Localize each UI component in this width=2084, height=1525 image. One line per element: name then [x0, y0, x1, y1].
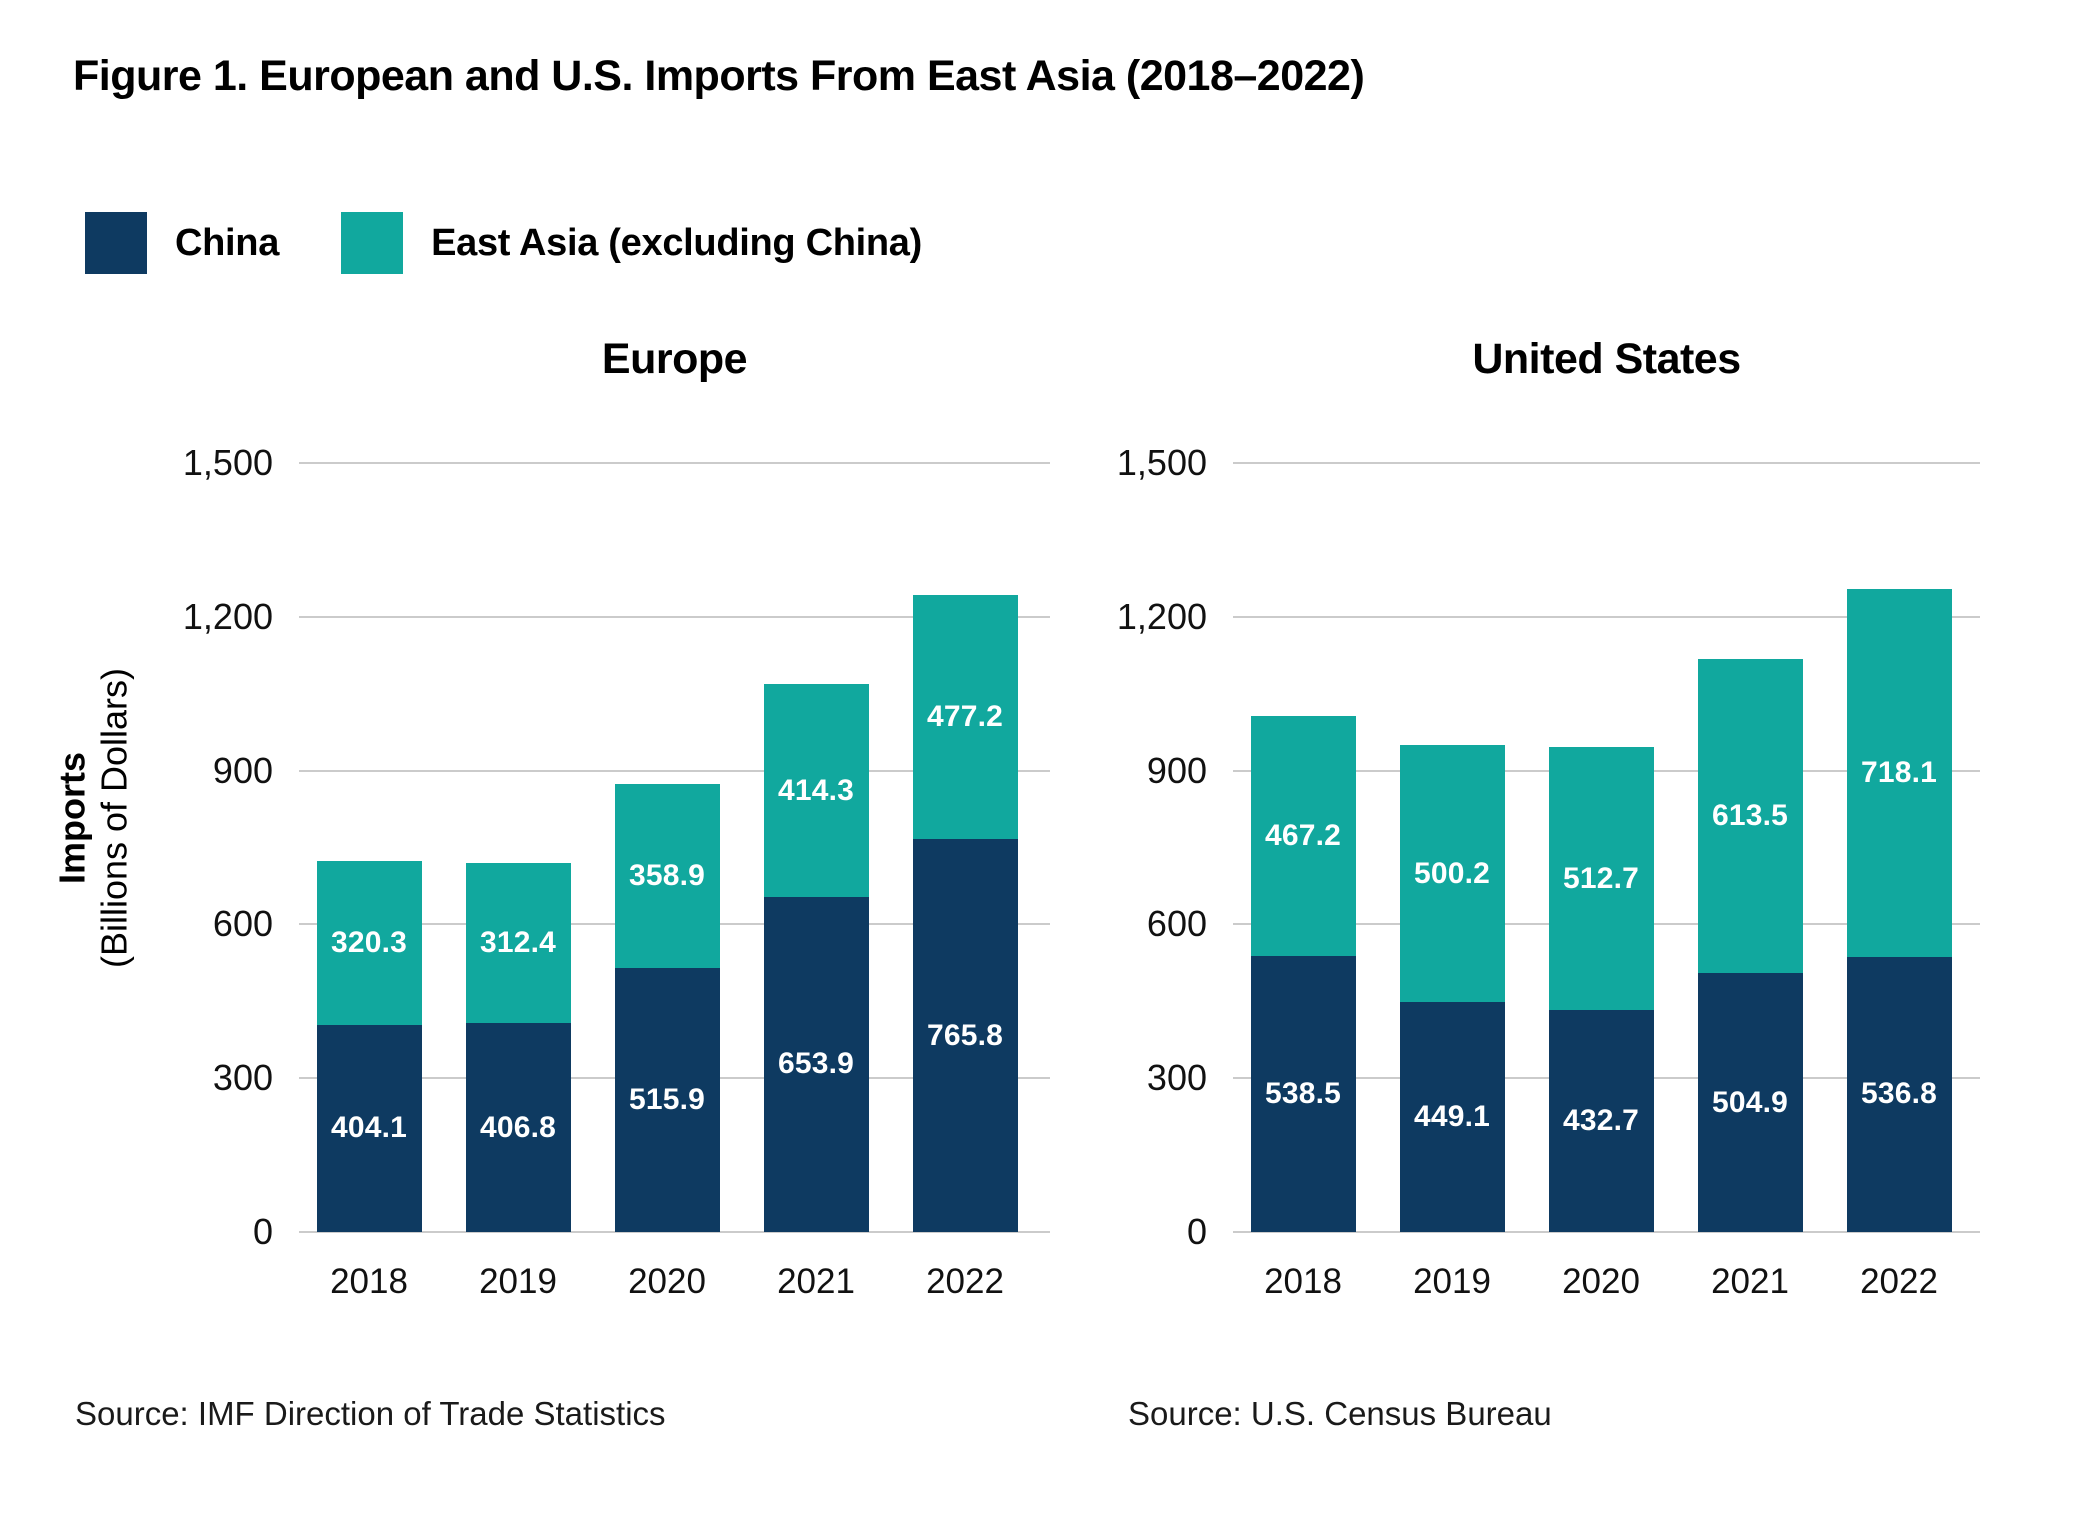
gridline-1500 — [299, 462, 1050, 464]
x-axis-label-2022: 2022 — [1860, 1262, 1938, 1301]
y-tick-label-0: 0 — [252, 1211, 273, 1252]
bar-segment-china-2020: 432.7 — [1548, 1010, 1654, 1232]
x-axis-label-2020: 2020 — [628, 1262, 706, 1301]
y-tick-label-300: 300 — [212, 1057, 273, 1099]
bar-value-label: 406.8 — [479, 1110, 557, 1144]
figure-title: Figure 1. European and U.S. Imports From… — [73, 52, 1365, 100]
legend-swatch-east-asia — [341, 212, 404, 274]
gridline-1200 — [1233, 615, 1980, 618]
bar-value-label: 504.9 — [1711, 1085, 1789, 1119]
bar-segment-east_asia-2020: 358.9 — [614, 783, 720, 968]
bar-value-label: 653.9 — [777, 1047, 855, 1081]
x-axis-label-2021: 2021 — [777, 1262, 855, 1301]
chart-europe: Europe 1,500 1,200 900 600 300 0 404.1 320.3 201… — [183, 335, 1050, 1301]
bar-segment-china-2021: 504.9 — [1697, 973, 1803, 1232]
bar-segment-china-2021: 653.9 — [763, 896, 869, 1232]
gridline-0 — [1233, 1231, 1980, 1233]
chart-united-states: United States 1,500 1,200 900 600 300 0 538.5 4… — [1117, 335, 1980, 1301]
chart-title-europe: Europe — [601, 335, 748, 383]
plot-area-europe: 1,500 1,200 900 600 300 0 404.1 320.3 2018 406.8 3… — [183, 442, 1050, 1301]
bar-value-label: 538.5 — [1264, 1076, 1342, 1110]
y-tick-label-1200: 1,200 — [1116, 595, 1207, 637]
bar-value-label: 512.7 — [1562, 861, 1640, 895]
legend-label-china: China — [175, 221, 280, 264]
bar-segment-china-2018: 404.1 — [316, 1024, 422, 1232]
bar-segment-china-2018: 538.5 — [1250, 955, 1356, 1232]
y-tick-label-1500: 1,500 — [182, 442, 273, 483]
x-axis-label-2018: 2018 — [1264, 1262, 1342, 1301]
bar-segment-east_asia-2019: 500.2 — [1399, 745, 1505, 1002]
bar-value-label: 320.3 — [330, 925, 408, 959]
gridline-900 — [299, 769, 1050, 772]
y-tick-label-1500: 1,500 — [1116, 442, 1207, 483]
bar-value-label: 765.8 — [926, 1018, 1004, 1052]
bar-value-label: 536.8 — [1860, 1077, 1938, 1111]
y-tick-label-900: 900 — [212, 749, 273, 791]
x-axis-label-2021: 2021 — [1711, 1262, 1789, 1301]
bar-value-label: 449.1 — [1413, 1099, 1491, 1133]
bar-segment-china-2019: 406.8 — [465, 1023, 571, 1232]
bar-segment-china-2022: 765.8 — [912, 839, 1018, 1232]
bar-value-label: 718.1 — [1860, 755, 1938, 789]
y-tick-label-900: 900 — [1146, 749, 1207, 791]
y-axis-label-units: (Billions of Dollars) — [94, 667, 135, 969]
y-tick-label-1200: 1,200 — [182, 595, 273, 637]
bar-segment-east_asia-2022: 477.2 — [912, 594, 1018, 840]
y-tick-label-600: 600 — [212, 903, 273, 945]
bar-segment-china-2019: 449.1 — [1399, 1001, 1505, 1232]
y-axis-label-imports: Imports — [51, 751, 93, 885]
bar-value-label: 467.2 — [1264, 819, 1342, 853]
source-europe: Source: IMF Direction of Trade Statistic… — [75, 1395, 666, 1432]
gridline-0 — [299, 1231, 1050, 1233]
legend-swatch-china — [85, 212, 147, 274]
bar-segment-east_asia-2019: 312.4 — [465, 863, 571, 1024]
x-axis-label-2020: 2020 — [1562, 1262, 1640, 1301]
bar-segment-east_asia-2018: 320.3 — [316, 860, 422, 1025]
legend-item-east-asia: East Asia (excluding China) — [341, 212, 922, 274]
bar-value-label: 404.1 — [330, 1111, 408, 1145]
y-tick-label-600: 600 — [1146, 903, 1207, 945]
x-axis-label-2018: 2018 — [330, 1262, 408, 1301]
y-tick-label-300: 300 — [1146, 1057, 1207, 1099]
bar-segment-east_asia-2021: 414.3 — [763, 684, 869, 897]
bar-segment-east_asia-2018: 467.2 — [1250, 716, 1356, 956]
x-axis-label-2019: 2019 — [1413, 1262, 1491, 1301]
legend-item-china: China — [85, 212, 279, 274]
bar-segment-east_asia-2021: 613.5 — [1697, 658, 1803, 974]
x-axis-label-2022: 2022 — [926, 1262, 1004, 1301]
source-united-states: Source: U.S. Census Bureau — [1128, 1395, 1552, 1432]
bar-value-label: 477.2 — [926, 700, 1004, 734]
plot-area-united-states: 1,500 1,200 900 600 300 0 538.5 467.2 2018 449.1 5… — [1117, 442, 1980, 1301]
gridline-1500 — [1233, 462, 1980, 464]
bar-value-label: 312.4 — [479, 926, 557, 960]
bar-value-label: 432.7 — [1562, 1104, 1640, 1138]
gridline-1200 — [299, 615, 1050, 618]
bar-value-label: 613.5 — [1711, 798, 1789, 832]
bar-value-label: 500.2 — [1413, 856, 1491, 890]
chart-title-united-states: United States — [1472, 335, 1741, 383]
x-axis-label-2019: 2019 — [479, 1262, 557, 1301]
bar-value-label: 515.9 — [628, 1082, 706, 1116]
bar-segment-china-2022: 536.8 — [1846, 956, 1952, 1232]
bar-value-label: 358.9 — [628, 858, 706, 892]
y-tick-label-0: 0 — [1186, 1211, 1207, 1252]
bar-segment-china-2020: 515.9 — [614, 967, 720, 1232]
bar-segment-east_asia-2022: 718.1 — [1846, 588, 1952, 957]
legend-label-east-asia: East Asia (excluding China) — [431, 221, 922, 264]
bar-value-label: 414.3 — [777, 773, 855, 807]
bar-segment-east_asia-2020: 512.7 — [1548, 747, 1654, 1011]
legend: China East Asia (excluding China) — [85, 212, 922, 274]
y-axis-label: Imports (Billions of Dollars) — [52, 668, 137, 968]
